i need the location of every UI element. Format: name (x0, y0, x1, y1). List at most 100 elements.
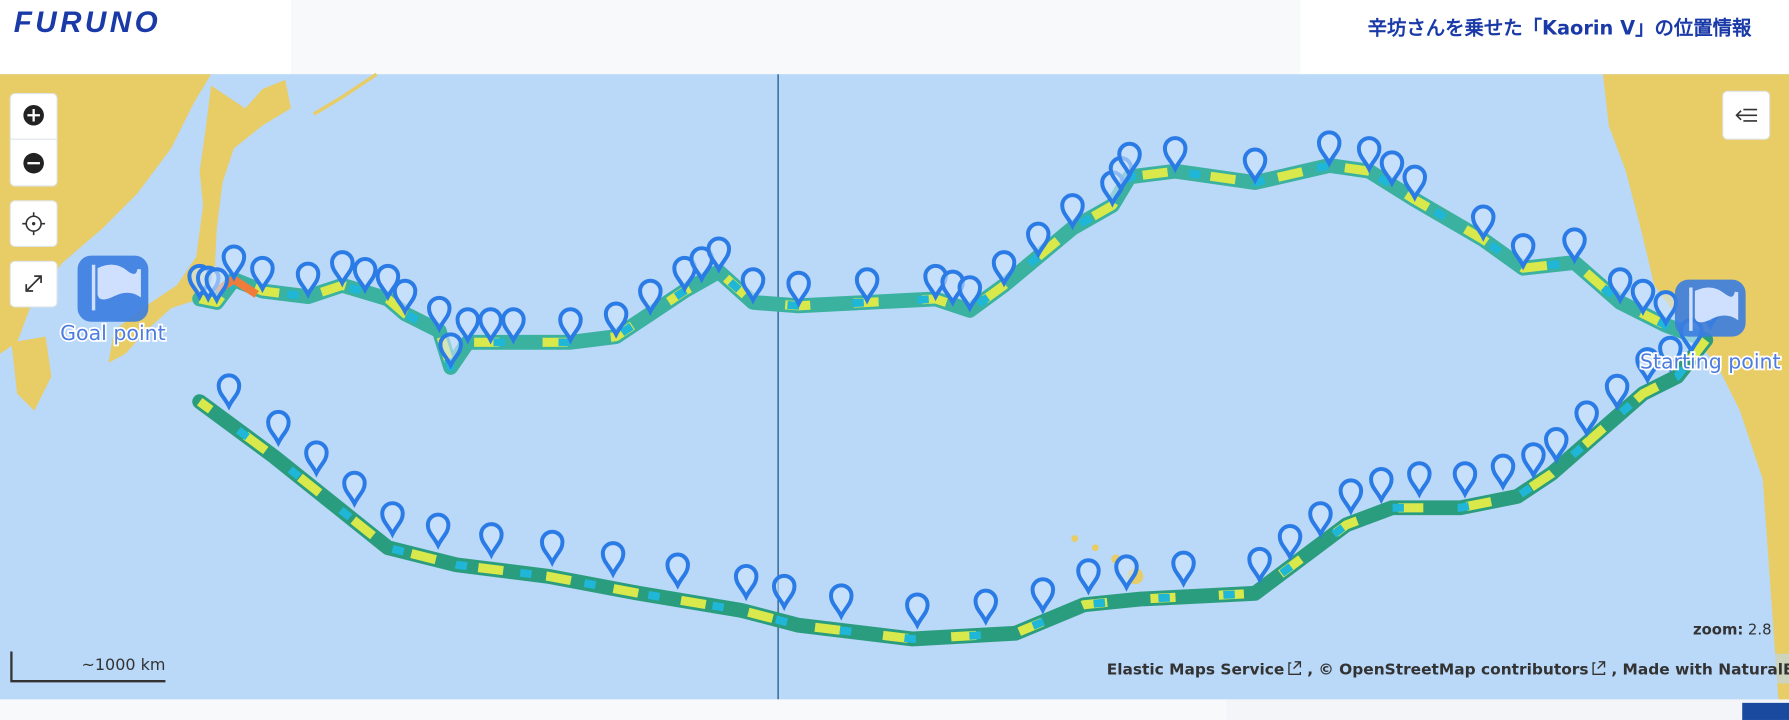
position-pin[interactable] (1470, 204, 1496, 242)
position-pin[interactable] (1114, 554, 1139, 592)
ocean (0, 74, 1789, 700)
position-pin[interactable] (957, 275, 983, 313)
position-pin[interactable] (1490, 453, 1516, 491)
position-pin[interactable] (539, 529, 565, 567)
position-pin[interactable] (1308, 501, 1333, 539)
position-pin[interactable] (1060, 193, 1085, 231)
position-pin[interactable] (1369, 467, 1394, 505)
position-pin[interactable] (1452, 461, 1478, 499)
position-pin[interactable] (479, 522, 504, 560)
external-link-icon (1592, 661, 1606, 676)
position-pin[interactable] (266, 409, 291, 448)
attribution-link[interactable]: , Made with NaturalEarth (1611, 660, 1789, 678)
position-pin[interactable] (973, 588, 999, 626)
position-pin[interactable] (1338, 478, 1364, 516)
position-pin[interactable] (216, 373, 242, 411)
position-pin[interactable] (501, 307, 526, 345)
logo-area (0, 0, 291, 75)
position-pin[interactable] (603, 301, 629, 339)
north-america (1603, 74, 1789, 720)
position-pin[interactable] (905, 592, 930, 630)
page-title: 辛坊さんを乗せた「Kaorin Ⅴ」の位置情報 (1368, 16, 1752, 39)
attribution-link[interactable]: Elastic Maps Service (1107, 660, 1285, 678)
position-pin[interactable] (426, 295, 452, 334)
position-pin[interactable] (672, 255, 697, 294)
footer-button[interactable] (1742, 702, 1789, 720)
scale-label: ~1000 km (82, 655, 166, 674)
zoom-label: zoom: (1693, 621, 1743, 638)
position-pin[interactable] (1379, 150, 1405, 188)
china-coast (11, 336, 52, 411)
position-pin[interactable] (600, 541, 626, 579)
zoom-in-button[interactable] (23, 104, 44, 126)
attribution-link[interactable]: , © OpenStreetMap contributors (1307, 660, 1588, 678)
position-pin[interactable] (771, 573, 797, 612)
position-pin[interactable] (221, 244, 247, 282)
position-pin[interactable] (733, 564, 759, 602)
position-pin[interactable] (638, 278, 663, 316)
position-pin[interactable] (304, 440, 329, 478)
position-pin[interactable] (1277, 524, 1303, 562)
logo[interactable]: FURUNO (14, 6, 161, 39)
map: Goal point Starting point ~1000 km (0, 72, 1789, 720)
position-pin[interactable] (250, 255, 275, 294)
position-pin[interactable] (1510, 233, 1536, 271)
position-pin[interactable] (689, 246, 714, 284)
position-pin[interactable] (1356, 136, 1382, 174)
position-pin[interactable] (854, 267, 880, 305)
position-pin[interactable] (1607, 267, 1633, 305)
position-pin[interactable] (1635, 347, 1660, 385)
position-pin[interactable] (204, 267, 230, 305)
kuril-islands (312, 72, 378, 116)
position-pin[interactable] (392, 278, 418, 316)
position-pin[interactable] (1171, 550, 1196, 588)
layers-button[interactable] (1722, 90, 1771, 140)
position-pin[interactable] (558, 307, 583, 345)
position-pin[interactable] (1574, 400, 1599, 438)
position-pin[interactable] (1247, 546, 1272, 585)
position-pin[interactable] (1162, 136, 1188, 174)
position-pin[interactable] (786, 270, 811, 308)
title-area (1300, 0, 1789, 75)
position-pin[interactable] (828, 583, 854, 621)
position-pin[interactable] (438, 332, 463, 370)
position-pin[interactable] (1117, 141, 1142, 180)
position-pin[interactable] (1658, 335, 1683, 374)
position-pin[interactable] (478, 307, 503, 345)
position-pin[interactable] (295, 261, 321, 299)
position-pin[interactable] (1025, 221, 1051, 259)
position-pin[interactable] (706, 236, 732, 274)
zoom-out-button[interactable] (23, 152, 44, 174)
fullscreen-button[interactable] (9, 260, 58, 308)
position-pin[interactable] (1407, 461, 1432, 499)
position-pin[interactable] (1630, 278, 1656, 316)
position-pin[interactable] (330, 250, 355, 288)
pins (187, 130, 1723, 630)
goal-flag[interactable] (77, 255, 149, 322)
position-pin[interactable] (1030, 577, 1056, 615)
position-pin[interactable] (1402, 164, 1428, 202)
position-pin[interactable] (455, 307, 481, 345)
zoom-value: 2.8 (1748, 621, 1772, 638)
position-pin[interactable] (1316, 130, 1342, 168)
position-pin[interactable] (665, 552, 690, 590)
position-pin[interactable] (352, 257, 378, 295)
position-pin[interactable] (1521, 442, 1546, 480)
position-pin[interactable] (1543, 427, 1569, 465)
position-pin[interactable] (1562, 227, 1587, 265)
position-pin[interactable] (1242, 147, 1268, 185)
start-flag[interactable] (1674, 279, 1746, 337)
position-pin[interactable] (991, 250, 1017, 288)
position-pin[interactable] (1653, 290, 1679, 328)
position-pin[interactable] (425, 512, 451, 550)
position-pin[interactable] (342, 470, 367, 509)
position-pin[interactable] (740, 267, 766, 305)
position-pin[interactable] (1604, 373, 1630, 412)
position-pin[interactable] (1076, 558, 1101, 596)
attribution-bg (1095, 653, 1789, 684)
locate-button[interactable] (9, 200, 58, 248)
position-pin[interactable] (380, 501, 405, 539)
